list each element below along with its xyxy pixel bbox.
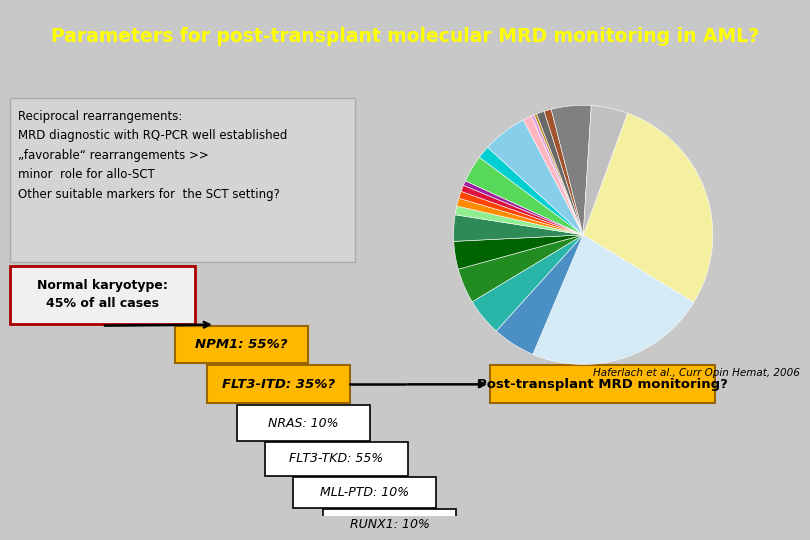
Wedge shape	[454, 215, 583, 241]
FancyBboxPatch shape	[10, 98, 355, 262]
Text: Post-transplant MRD monitoring?: Post-transplant MRD monitoring?	[477, 378, 728, 391]
Wedge shape	[463, 181, 583, 235]
Text: NPM1: 55%?: NPM1: 55%?	[195, 338, 288, 351]
Wedge shape	[533, 235, 694, 364]
Text: Normal karyotype:
45% of all cases: Normal karyotype: 45% of all cases	[36, 279, 168, 310]
Wedge shape	[552, 105, 591, 235]
FancyBboxPatch shape	[10, 266, 195, 323]
Wedge shape	[472, 235, 583, 331]
Text: Haferlach et al., Curr Opin Hemat, 2006: Haferlach et al., Curr Opin Hemat, 2006	[593, 368, 800, 379]
Wedge shape	[480, 147, 583, 235]
FancyBboxPatch shape	[323, 509, 456, 539]
Wedge shape	[466, 157, 583, 235]
Wedge shape	[488, 120, 583, 235]
Wedge shape	[459, 191, 583, 235]
Wedge shape	[461, 185, 583, 235]
FancyBboxPatch shape	[490, 366, 715, 403]
Text: RUNX1: 10%: RUNX1: 10%	[350, 518, 429, 531]
Text: MLL-PTD: 10%: MLL-PTD: 10%	[320, 486, 409, 499]
FancyBboxPatch shape	[265, 442, 408, 476]
FancyBboxPatch shape	[175, 326, 308, 363]
Text: FLT3-TKD: 55%: FLT3-TKD: 55%	[289, 453, 384, 465]
Wedge shape	[531, 115, 583, 235]
Wedge shape	[523, 116, 583, 235]
Wedge shape	[583, 105, 628, 235]
Text: NRAS: 10%: NRAS: 10%	[268, 417, 339, 430]
Wedge shape	[544, 109, 583, 235]
Wedge shape	[535, 114, 583, 235]
Wedge shape	[583, 113, 713, 302]
Wedge shape	[454, 235, 583, 269]
Wedge shape	[455, 206, 583, 235]
Text: Reciprocal rearrangements:
MRD diagnostic with RQ-PCR well established
„favorabl: Reciprocal rearrangements: MRD diagnosti…	[18, 110, 288, 201]
Wedge shape	[497, 235, 583, 354]
Text: FLT3-ITD: 35%?: FLT3-ITD: 35%?	[222, 378, 335, 391]
FancyBboxPatch shape	[293, 477, 436, 508]
Wedge shape	[457, 198, 583, 235]
FancyBboxPatch shape	[207, 366, 350, 403]
Text: Parameters for post-transplant molecular MRD monitoring in AML?: Parameters for post-transplant molecular…	[51, 27, 759, 46]
FancyBboxPatch shape	[237, 405, 370, 441]
Wedge shape	[458, 235, 583, 302]
Wedge shape	[536, 111, 583, 235]
